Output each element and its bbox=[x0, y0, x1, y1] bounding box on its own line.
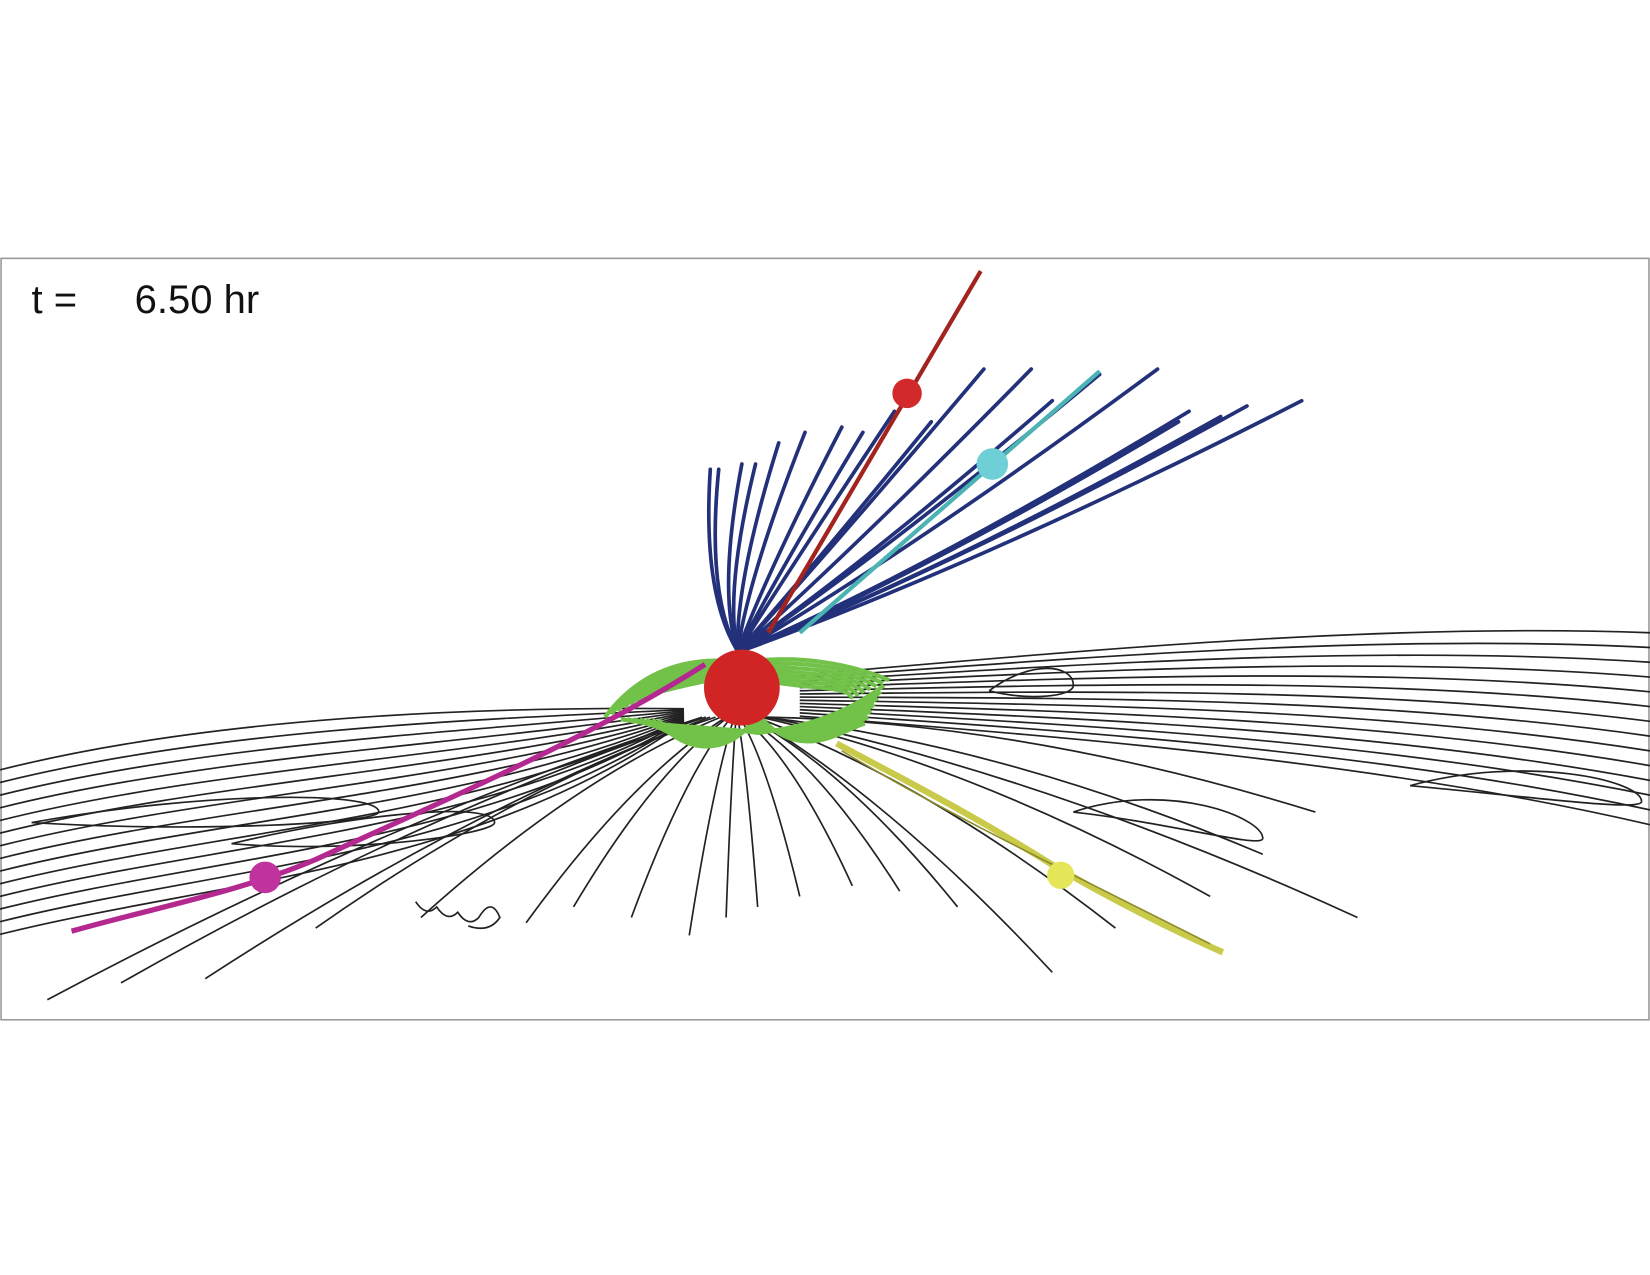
black-line bbox=[799, 712, 1650, 811]
black-line bbox=[0, 707, 685, 771]
black-line bbox=[0, 716, 685, 872]
yellow-marker bbox=[1047, 861, 1075, 890]
black-loop bbox=[1409, 770, 1643, 806]
black-line bbox=[0, 708, 685, 784]
black-line bbox=[799, 665, 1650, 686]
black-line bbox=[799, 715, 1650, 826]
blue-line bbox=[739, 367, 986, 651]
blue-line bbox=[742, 441, 1139, 651]
red-marker bbox=[892, 378, 922, 409]
black-line bbox=[767, 716, 1358, 919]
cyan-trace bbox=[798, 369, 1102, 635]
black-line bbox=[0, 719, 685, 910]
black-line bbox=[0, 718, 685, 898]
green-loop bbox=[620, 683, 886, 736]
black-line bbox=[0, 720, 685, 923]
black-line bbox=[799, 683, 1650, 708]
magenta-trace bbox=[70, 662, 707, 934]
black-line bbox=[799, 675, 1650, 693]
blue-line bbox=[736, 430, 807, 651]
blue-line bbox=[737, 430, 865, 651]
black-line bbox=[0, 711, 685, 809]
black-loop bbox=[1073, 798, 1264, 842]
black-curl bbox=[414, 901, 501, 930]
black-line bbox=[46, 716, 703, 1001]
black-loop bbox=[988, 667, 1075, 698]
blue-line bbox=[735, 441, 781, 651]
black-line bbox=[0, 721, 685, 936]
black-line bbox=[799, 629, 1650, 676]
black-line bbox=[799, 691, 1650, 723]
time-value: 6.50 hr bbox=[135, 278, 259, 322]
cyan-marker bbox=[976, 448, 1009, 480]
black-line bbox=[0, 709, 685, 796]
blue-line bbox=[736, 425, 844, 651]
green-loop bbox=[626, 690, 882, 734]
black-line bbox=[120, 716, 707, 984]
red-trace bbox=[766, 269, 983, 634]
black-line bbox=[799, 696, 1650, 737]
black-line bbox=[799, 642, 1650, 679]
black-line bbox=[799, 705, 1650, 782]
black-line bbox=[799, 702, 1650, 767]
green-loop bbox=[632, 696, 879, 737]
blue-line bbox=[737, 409, 897, 651]
blue-line bbox=[713, 467, 739, 651]
black-line bbox=[799, 699, 1650, 752]
black-line bbox=[751, 716, 1053, 973]
blue-line bbox=[731, 462, 758, 651]
frame bbox=[0, 257, 1650, 1021]
yellow-trace-edge bbox=[841, 750, 1211, 945]
black-line bbox=[799, 708, 1650, 796]
black-line bbox=[0, 717, 685, 885]
black-line bbox=[799, 654, 1650, 683]
magenta-marker bbox=[249, 861, 281, 894]
blue-line bbox=[746, 398, 1304, 651]
central-sphere bbox=[703, 649, 780, 726]
black-line bbox=[0, 715, 685, 860]
black-loop bbox=[31, 796, 380, 828]
blue-line bbox=[743, 367, 1160, 651]
time-prefix: t = bbox=[32, 278, 78, 322]
